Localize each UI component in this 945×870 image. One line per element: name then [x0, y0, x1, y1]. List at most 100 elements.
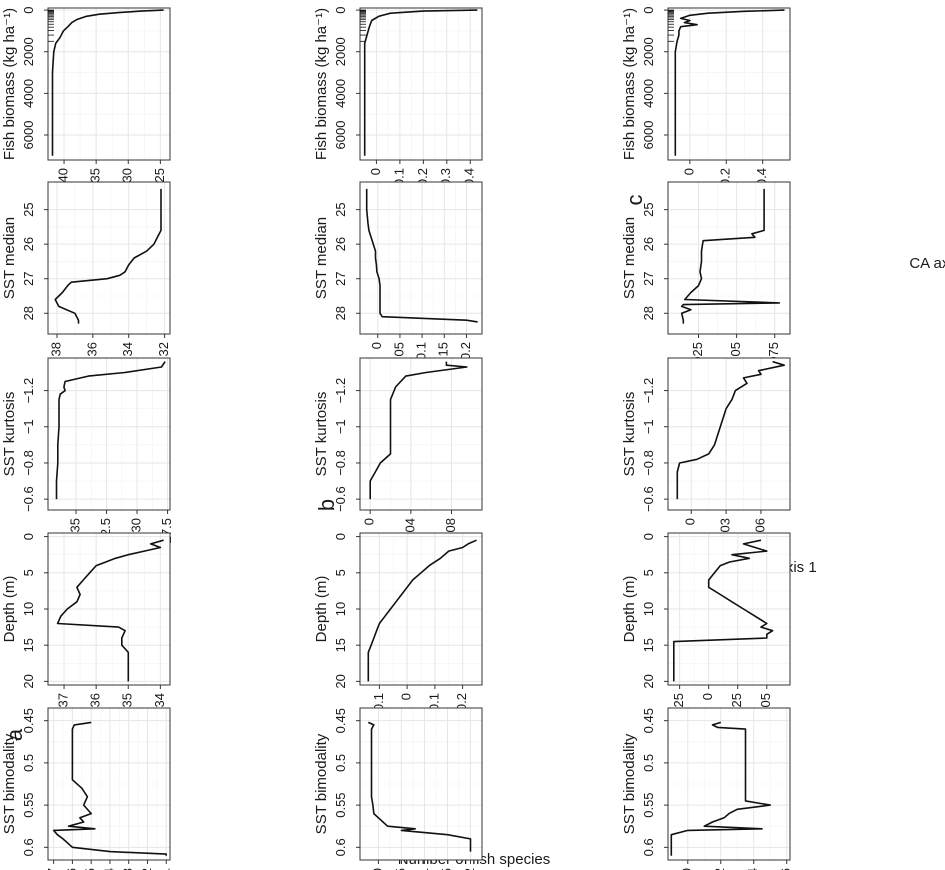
- y-tick-label: 40: [55, 168, 70, 182]
- plot-background: [48, 358, 170, 510]
- x-tick-label: 27: [333, 271, 348, 285]
- y-tick-label: −0.02: [712, 868, 727, 870]
- y-tick-label: −0.2: [462, 868, 477, 870]
- data-line: [51, 9, 164, 156]
- x-axis-title: SST median: [313, 217, 330, 299]
- x-tick-label: 25: [641, 202, 656, 216]
- y-tick-label: 38: [48, 342, 63, 356]
- y-tick-label: 0: [679, 868, 694, 870]
- panel-label-c: c: [622, 195, 647, 206]
- x-tick-label: 20: [333, 674, 348, 688]
- x-tick-label: −0.6: [333, 486, 348, 512]
- x-tick-label: 0.45: [641, 708, 656, 733]
- y-tick-label: 36: [88, 693, 103, 707]
- x-tick-label: 28: [21, 306, 36, 320]
- y-tick-label: 35: [83, 868, 98, 870]
- plot-frame: [47, 7, 171, 161]
- x-tick-label: −0.6: [641, 486, 656, 512]
- x-tick-label: 0: [333, 6, 348, 13]
- plot-frame: [359, 357, 483, 511]
- y-tick-label: 34: [152, 693, 167, 707]
- x-tick-label: −1: [21, 419, 36, 434]
- x-tick-label: 26: [641, 237, 656, 251]
- y-tick-label: 30: [128, 518, 143, 532]
- y-tick-label: 0: [700, 693, 715, 700]
- data-line: [363, 9, 478, 156]
- x-tick-label: 10: [641, 602, 656, 616]
- x-axis-title: Fish biomass (kg ha⁻¹): [621, 8, 638, 160]
- x-tick-label: 2000: [21, 37, 36, 66]
- y-tick-label: 0: [368, 168, 383, 175]
- y-tick-label: 36: [84, 342, 99, 356]
- x-axis-title: Fish biomass (kg ha⁻¹): [313, 8, 330, 160]
- plot-frame: [47, 357, 171, 511]
- y-tick-label: 35: [88, 168, 103, 182]
- y-tick-label: 31: [158, 868, 173, 870]
- x-tick-label: 4000: [641, 79, 656, 108]
- y-tick-label: −0.04: [745, 868, 760, 870]
- x-tick-label: 6000: [21, 121, 36, 150]
- plot-frame: [47, 707, 171, 861]
- x-axis-title: SST median: [1, 217, 18, 299]
- x-tick-label: 4000: [333, 79, 348, 108]
- y-tick-label: 0: [681, 168, 696, 175]
- x-tick-label: 6000: [641, 121, 656, 150]
- data-line: [672, 539, 774, 682]
- y-tick-label: 0: [369, 342, 384, 349]
- plot-a-4: 0 5 10 15 20 Depth (m) 37 36 35 34: [1, 532, 171, 707]
- x-tick-label: 5: [21, 569, 36, 576]
- x-tick-label: 5: [641, 569, 656, 576]
- x-tick-label: 2000: [641, 37, 656, 66]
- x-axis-title: Fish biomass (kg ha⁻¹): [1, 8, 18, 160]
- x-tick-label: 0.5: [21, 754, 36, 772]
- x-tick-label: 0.55: [333, 792, 348, 817]
- x-tick-label: 25: [333, 202, 348, 216]
- data-line: [54, 188, 162, 324]
- x-tick-label: 0: [641, 6, 656, 13]
- x-axis-title: SST bimodality: [1, 733, 18, 834]
- x-tick-label: −0.6: [21, 486, 36, 512]
- y-tick-label: 36: [64, 868, 79, 870]
- y-tick-label: 0: [683, 518, 698, 525]
- data-line: [55, 361, 166, 500]
- x-tick-label: −1: [641, 419, 656, 434]
- x-axis-title: Depth (m): [1, 576, 18, 643]
- x-tick-label: 25: [21, 202, 36, 216]
- x-tick-label: 0.6: [641, 838, 656, 856]
- plot-background: [668, 358, 790, 510]
- x-tick-label: 15: [21, 638, 36, 652]
- y-tick-label: 25: [152, 168, 167, 182]
- x-tick-label: 0.5: [333, 754, 348, 772]
- x-tick-label: −0.8: [21, 450, 36, 476]
- x-axis-title: SST kurtosis: [1, 392, 18, 477]
- data-line: [670, 721, 772, 856]
- x-tick-label: −0.8: [641, 450, 656, 476]
- y-tick-label: 0: [362, 518, 377, 525]
- y-tick-label: 35: [67, 518, 82, 532]
- x-tick-label: 0.55: [641, 792, 656, 817]
- data-line: [674, 9, 785, 156]
- x-tick-label: 28: [333, 306, 348, 320]
- x-axis-title: SST kurtosis: [621, 392, 638, 477]
- x-tick-label: −1.2: [21, 378, 36, 404]
- x-tick-label: −1: [333, 419, 348, 434]
- group-label-2: CA axis 2: [909, 255, 945, 272]
- x-tick-label: 5: [333, 569, 348, 576]
- x-tick-label: 27: [641, 271, 656, 285]
- plot-frame: [359, 7, 483, 161]
- y-tick-label: 37: [55, 693, 70, 707]
- y-tick-label: 33: [120, 868, 135, 870]
- x-tick-label: −1.2: [641, 378, 656, 404]
- x-tick-label: 2000: [333, 37, 348, 66]
- x-tick-label: 26: [21, 237, 36, 251]
- panel-label-b: b: [314, 499, 339, 511]
- x-tick-label: 0: [333, 533, 348, 540]
